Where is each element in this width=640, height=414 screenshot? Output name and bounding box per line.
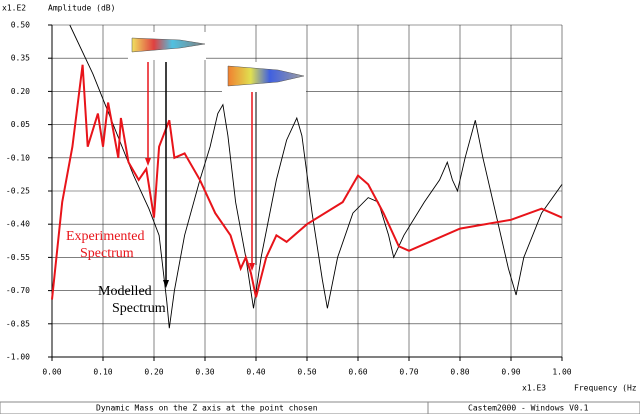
y-tick-label: 0.05 — [11, 120, 30, 129]
y-tick-label: -1.00 — [6, 353, 30, 362]
y-tick-label: -0.85 — [6, 319, 30, 328]
series-line — [69, 24, 563, 329]
y-tick-label: -0.70 — [6, 286, 30, 295]
y-tick-label: -0.40 — [6, 220, 30, 229]
series-line — [51, 64, 563, 300]
x-tick-label: 0.10 — [93, 368, 112, 377]
legend-experimented: Experimented Spectrum — [66, 229, 145, 261]
x-unit: x1.E3 — [522, 384, 546, 393]
x-tick-label: 0.50 — [297, 368, 316, 377]
x-tick-label: 1.00 — [552, 368, 571, 377]
y-tick-label: -0.55 — [6, 253, 30, 262]
y-axis-label: Amplitude (dB) — [48, 4, 115, 13]
y-tick-label: -0.25 — [6, 187, 30, 196]
x-tick-label: 0.70 — [399, 368, 418, 377]
mode-shape-1 — [128, 32, 206, 60]
x-tick-label: 0.20 — [144, 368, 163, 377]
y-tick-label: 0.20 — [11, 87, 30, 96]
y-tick-label: 0.35 — [11, 54, 30, 63]
legend-modelled: Modelled Spectrum — [98, 284, 166, 316]
status-left: Dynamic Mass on the Z axis at the point … — [96, 404, 318, 413]
y-tick-label: 0.50 — [11, 21, 30, 30]
y-tick-label: -0.10 — [6, 153, 30, 162]
arrows — [145, 62, 257, 288]
x-tick-label: 0.60 — [348, 368, 367, 377]
mode-shape-2 — [222, 62, 306, 92]
x-tick-label: 0.00 — [42, 368, 61, 377]
x-tick-label: 0.40 — [246, 368, 265, 377]
x-tick-label: 0.30 — [195, 368, 214, 377]
x-tick-label: 0.90 — [501, 368, 520, 377]
x-axis-label: Frequency (Hz — [574, 384, 637, 393]
y-unit: x1.E2 — [2, 4, 26, 13]
status-bar — [0, 401, 640, 414]
x-tick-label: 0.80 — [450, 368, 469, 377]
status-right: Castem2000 - Windows V0.1 — [468, 404, 589, 413]
